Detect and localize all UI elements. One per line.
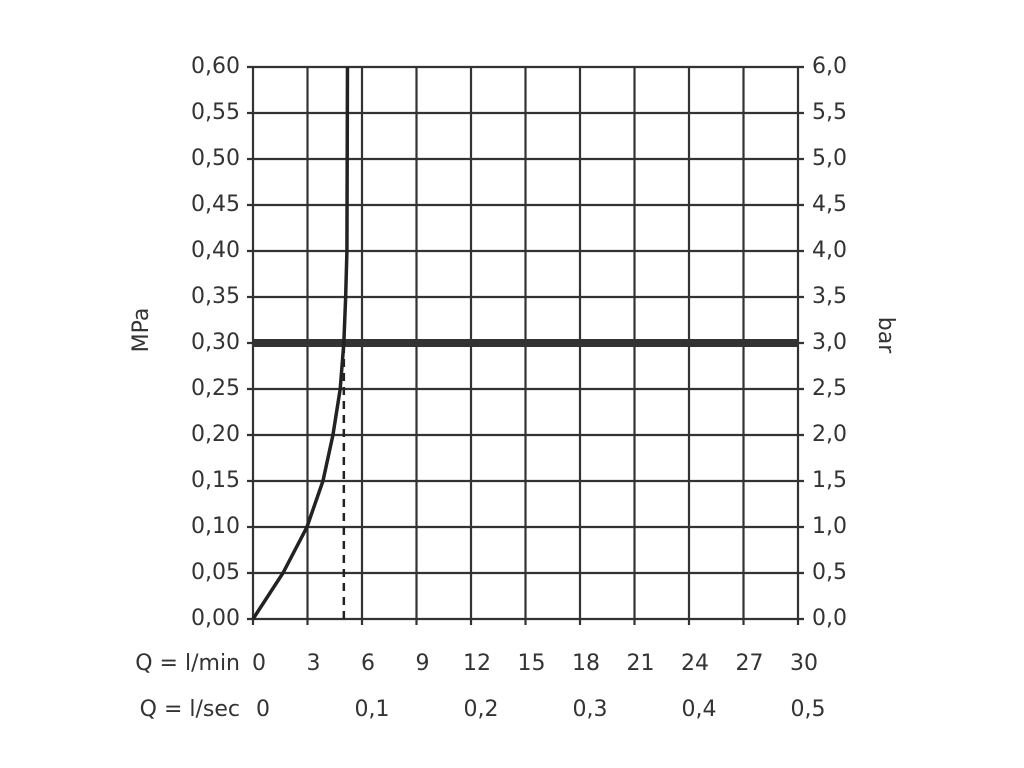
y2-tick-label: 0,5 — [812, 560, 847, 585]
y-tick-label: 0,15 — [191, 468, 240, 493]
x-tick-label: 30 — [790, 651, 818, 676]
x-tick-label: 0 — [252, 651, 266, 676]
x-tick-label: 24 — [681, 651, 709, 676]
y2-tick-label: 3,0 — [812, 330, 847, 355]
y2-tick-label: 1,5 — [812, 468, 847, 493]
y-axis-label: MPa — [129, 308, 154, 353]
y-tick-label: 0,45 — [191, 192, 240, 217]
y-tick-label: 0,30 — [191, 330, 240, 355]
y-tick-label: 0,55 — [191, 100, 240, 125]
x-tick-label: 27 — [736, 651, 764, 676]
y2-tick-label: 2,0 — [812, 422, 847, 447]
x-tick-label: 3 — [307, 651, 321, 676]
x-tick-label: 15 — [518, 651, 546, 676]
y-tick-label: 0,00 — [191, 606, 240, 631]
y2-tick-label: 5,0 — [812, 146, 847, 171]
y-tick-label: 0,50 — [191, 146, 240, 171]
x-tick-label: 6 — [361, 651, 375, 676]
y-tick-label: 0,25 — [191, 376, 240, 401]
y2-tick-label: 3,5 — [812, 284, 847, 309]
x2-tick-label: 0 — [256, 697, 270, 722]
x2-tick-label: 0,4 — [682, 697, 717, 722]
x2-tick-label: 0,5 — [791, 697, 826, 722]
y-tick-label: 0,10 — [191, 514, 240, 539]
x-tick-label: 18 — [572, 651, 600, 676]
curve — [251, 66, 350, 620]
x2-tick-label: 0,2 — [464, 697, 499, 722]
y2-tick-label: 6,0 — [812, 54, 847, 79]
y-tick-label: 0,05 — [191, 560, 240, 585]
x-axis-label: Q = l/min — [135, 651, 240, 676]
y2-tick-label: 4,5 — [812, 192, 847, 217]
y2-tick-label: 0,0 — [812, 606, 847, 631]
y-tick-label: 0,35 — [191, 284, 240, 309]
x-tick-label: 21 — [627, 651, 655, 676]
y2-tick-label: 5,5 — [812, 100, 847, 125]
x2-tick-label: 0,1 — [355, 697, 390, 722]
y-tick-label: 0,40 — [191, 238, 240, 263]
x2-tick-label: 0,3 — [573, 697, 608, 722]
y-tick-label: 0,20 — [191, 422, 240, 447]
y2-tick-label: 1,0 — [812, 514, 847, 539]
x2-axis-label: Q = l/sec — [140, 697, 240, 722]
y-tick-label: 0,60 — [191, 54, 240, 79]
y2-tick-label: 2,5 — [812, 376, 847, 401]
y2-axis-label: bar — [873, 317, 898, 354]
x-tick-label: 12 — [463, 651, 491, 676]
y2-tick-label: 4,0 — [812, 238, 847, 263]
x-tick-label: 9 — [416, 651, 430, 676]
